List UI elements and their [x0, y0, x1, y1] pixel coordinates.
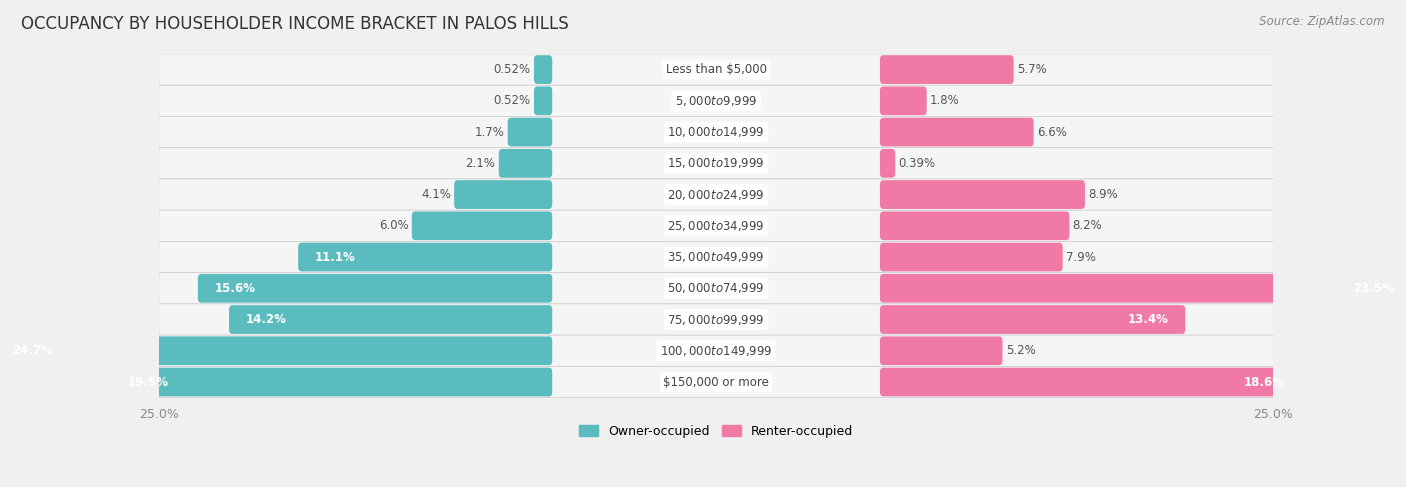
Text: $5,000 to $9,999: $5,000 to $9,999	[675, 94, 758, 108]
FancyBboxPatch shape	[0, 337, 553, 365]
FancyBboxPatch shape	[880, 55, 1014, 84]
Text: 5.7%: 5.7%	[1017, 63, 1046, 76]
FancyBboxPatch shape	[880, 305, 1185, 334]
FancyBboxPatch shape	[198, 274, 553, 302]
FancyBboxPatch shape	[534, 87, 553, 115]
FancyBboxPatch shape	[499, 149, 553, 178]
Text: 8.9%: 8.9%	[1088, 188, 1118, 201]
Text: $100,000 to $149,999: $100,000 to $149,999	[659, 344, 772, 358]
FancyBboxPatch shape	[880, 243, 1063, 271]
Text: 18.6%: 18.6%	[1243, 375, 1285, 389]
FancyBboxPatch shape	[159, 54, 1274, 85]
Text: $15,000 to $19,999: $15,000 to $19,999	[668, 156, 765, 170]
Text: 1.7%: 1.7%	[474, 126, 505, 139]
FancyBboxPatch shape	[159, 85, 1274, 116]
FancyBboxPatch shape	[159, 116, 1274, 148]
FancyBboxPatch shape	[880, 149, 896, 178]
Text: 6.6%: 6.6%	[1038, 126, 1067, 139]
FancyBboxPatch shape	[534, 55, 553, 84]
Text: 7.9%: 7.9%	[1066, 250, 1095, 263]
Text: $10,000 to $14,999: $10,000 to $14,999	[668, 125, 765, 139]
FancyBboxPatch shape	[159, 242, 1274, 273]
FancyBboxPatch shape	[159, 304, 1274, 335]
FancyBboxPatch shape	[508, 118, 553, 147]
FancyBboxPatch shape	[298, 243, 553, 271]
Text: Less than $5,000: Less than $5,000	[665, 63, 766, 76]
FancyBboxPatch shape	[412, 211, 553, 240]
FancyBboxPatch shape	[880, 274, 1406, 302]
Text: 0.52%: 0.52%	[494, 94, 530, 107]
Text: 8.2%: 8.2%	[1073, 219, 1102, 232]
Text: 2.1%: 2.1%	[465, 157, 495, 170]
Text: 14.2%: 14.2%	[246, 313, 287, 326]
FancyBboxPatch shape	[454, 180, 553, 209]
Text: 19.5%: 19.5%	[128, 375, 169, 389]
FancyBboxPatch shape	[229, 305, 553, 334]
Text: OCCUPANCY BY HOUSEHOLDER INCOME BRACKET IN PALOS HILLS: OCCUPANCY BY HOUSEHOLDER INCOME BRACKET …	[21, 15, 569, 33]
Text: 24.7%: 24.7%	[11, 344, 52, 357]
Text: $20,000 to $24,999: $20,000 to $24,999	[668, 187, 765, 202]
Text: 5.2%: 5.2%	[1005, 344, 1036, 357]
FancyBboxPatch shape	[159, 273, 1274, 304]
Text: 11.1%: 11.1%	[315, 250, 356, 263]
FancyBboxPatch shape	[880, 180, 1085, 209]
Text: 1.8%: 1.8%	[929, 94, 960, 107]
FancyBboxPatch shape	[880, 211, 1070, 240]
Text: $50,000 to $74,999: $50,000 to $74,999	[668, 281, 765, 295]
Text: $25,000 to $34,999: $25,000 to $34,999	[668, 219, 765, 233]
FancyBboxPatch shape	[159, 179, 1274, 210]
Text: 6.0%: 6.0%	[378, 219, 409, 232]
FancyBboxPatch shape	[880, 118, 1033, 147]
Text: 4.1%: 4.1%	[420, 188, 451, 201]
Text: $75,000 to $99,999: $75,000 to $99,999	[668, 313, 765, 327]
FancyBboxPatch shape	[111, 368, 553, 396]
Text: $35,000 to $49,999: $35,000 to $49,999	[668, 250, 765, 264]
FancyBboxPatch shape	[159, 366, 1274, 398]
Text: 0.39%: 0.39%	[898, 157, 936, 170]
FancyBboxPatch shape	[880, 368, 1301, 396]
FancyBboxPatch shape	[880, 337, 1002, 365]
Text: 13.4%: 13.4%	[1128, 313, 1168, 326]
FancyBboxPatch shape	[159, 335, 1274, 366]
Text: 23.5%: 23.5%	[1353, 282, 1393, 295]
Text: Source: ZipAtlas.com: Source: ZipAtlas.com	[1260, 15, 1385, 28]
Text: $150,000 or more: $150,000 or more	[664, 375, 769, 389]
Text: 0.52%: 0.52%	[494, 63, 530, 76]
FancyBboxPatch shape	[880, 87, 927, 115]
Legend: Owner-occupied, Renter-occupied: Owner-occupied, Renter-occupied	[574, 420, 858, 443]
Text: 15.6%: 15.6%	[215, 282, 256, 295]
FancyBboxPatch shape	[159, 148, 1274, 179]
FancyBboxPatch shape	[159, 210, 1274, 242]
